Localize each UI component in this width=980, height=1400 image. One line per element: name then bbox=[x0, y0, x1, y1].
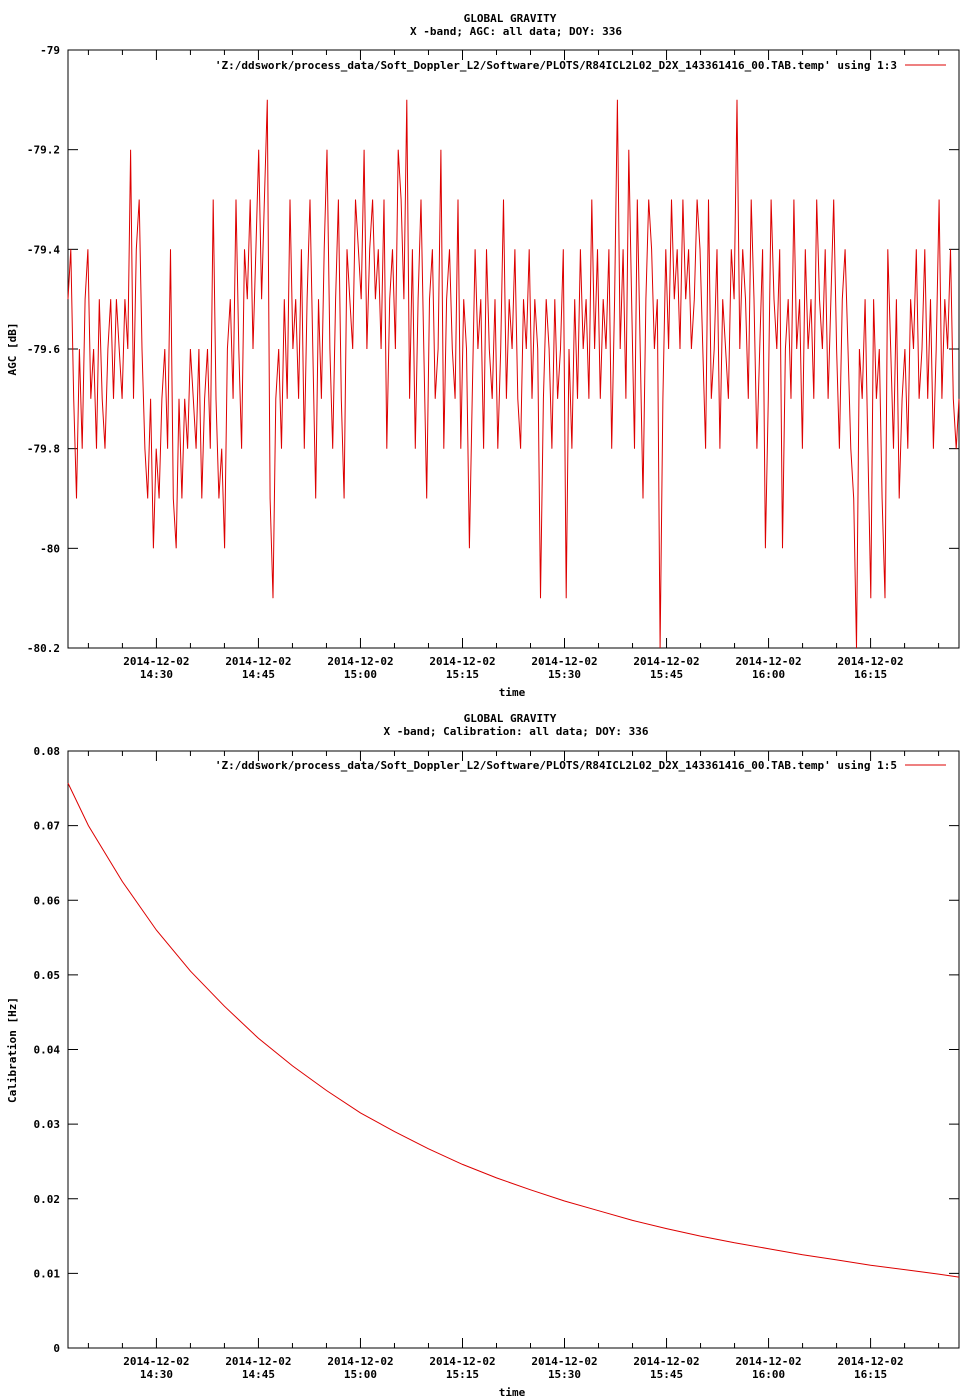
y-tick-label: 0.05 bbox=[34, 969, 61, 982]
x-tick-label-time: 15:15 bbox=[446, 668, 479, 681]
chart-subtitle: X -band; AGC: all data; DOY: 336 bbox=[410, 25, 622, 38]
y-tick-label: -79.8 bbox=[27, 443, 60, 456]
series-line bbox=[67, 99, 960, 649]
x-tick-label-time: 15:00 bbox=[344, 668, 377, 681]
x-tick-label-time: 14:30 bbox=[140, 1368, 173, 1381]
x-tick-label-time: 15:00 bbox=[344, 1368, 377, 1381]
x-tick-label-date: 2014-12-02 bbox=[531, 655, 597, 668]
y-axis: 0.08 0.07 0.06 0.05 0.04 0.03 0.02 0.01 0 bbox=[34, 745, 959, 1355]
y-tick-label: -80.2 bbox=[27, 642, 60, 655]
y-tick-label: -79.4 bbox=[27, 243, 60, 256]
x-tick-label-date: 2014-12-02 bbox=[327, 655, 393, 668]
x-tick-label-date: 2014-12-02 bbox=[837, 1355, 903, 1368]
y-axis: -79 -79.2 -79.4 -79.6 -79.8 -80 -80.2 bbox=[27, 44, 959, 655]
x-tick-label-time: 15:30 bbox=[548, 1368, 581, 1381]
x-tick-label-time: 16:15 bbox=[854, 1368, 887, 1381]
x-tick-label-date: 2014-12-02 bbox=[225, 1355, 291, 1368]
series-group bbox=[67, 99, 960, 649]
x-tick-label-date: 2014-12-02 bbox=[123, 1355, 189, 1368]
x-axis-label: time bbox=[499, 686, 526, 699]
legend-label: 'Z:/ddswork/process_data/Soft_Doppler_L2… bbox=[215, 59, 897, 72]
legend: 'Z:/ddswork/process_data/Soft_Doppler_L2… bbox=[215, 759, 946, 772]
y-tick-label: -80 bbox=[40, 542, 60, 555]
y-tick-label: 0.08 bbox=[34, 745, 61, 758]
calibration-chart: GLOBAL GRAVITY X -band; Calibration: all… bbox=[6, 712, 960, 1399]
x-tick-label-date: 2014-12-02 bbox=[225, 655, 291, 668]
x-tick-label-date: 2014-12-02 bbox=[429, 1355, 495, 1368]
x-axis: 2014-12-0214:302014-12-0214:452014-12-02… bbox=[87, 50, 940, 681]
y-tick-label: -79.2 bbox=[27, 144, 60, 157]
y-tick-label: -79 bbox=[40, 44, 60, 57]
x-tick-label-time: 15:45 bbox=[650, 668, 683, 681]
x-axis-label: time bbox=[499, 1386, 526, 1399]
x-tick-label-date: 2014-12-02 bbox=[531, 1355, 597, 1368]
x-axis: 2014-12-0214:302014-12-0214:452014-12-02… bbox=[87, 751, 940, 1381]
x-tick-label-date: 2014-12-02 bbox=[123, 655, 189, 668]
x-tick-label-time: 14:45 bbox=[242, 1368, 275, 1381]
x-tick-label-time: 15:15 bbox=[446, 1368, 479, 1381]
agc-chart: GLOBAL GRAVITY X -band; AGC: all data; D… bbox=[6, 12, 960, 699]
x-tick-label-date: 2014-12-02 bbox=[735, 1355, 801, 1368]
plot-frame bbox=[67, 49, 960, 649]
x-tick-label-date: 2014-12-02 bbox=[327, 1355, 393, 1368]
y-axis-label: Calibration [Hz] bbox=[6, 997, 19, 1103]
y-axis-label: AGC [dB] bbox=[6, 323, 19, 376]
series-line bbox=[67, 782, 960, 1278]
chart-subtitle: X -band; Calibration: all data; DOY: 336 bbox=[384, 725, 649, 738]
x-tick-label-time: 14:45 bbox=[242, 668, 275, 681]
chart-title: GLOBAL GRAVITY bbox=[464, 712, 557, 725]
y-tick-label: 0.04 bbox=[34, 1044, 61, 1057]
legend-label: 'Z:/ddswork/process_data/Soft_Doppler_L2… bbox=[215, 759, 897, 772]
x-tick-label-date: 2014-12-02 bbox=[837, 655, 903, 668]
y-tick-label: 0 bbox=[53, 1342, 60, 1355]
legend: 'Z:/ddswork/process_data/Soft_Doppler_L2… bbox=[215, 59, 946, 72]
x-tick-label-date: 2014-12-02 bbox=[633, 655, 699, 668]
x-tick-label-date: 2014-12-02 bbox=[429, 655, 495, 668]
x-tick-label-time: 15:30 bbox=[548, 668, 581, 681]
y-tick-label: 0.02 bbox=[34, 1193, 61, 1206]
series-group bbox=[67, 782, 960, 1278]
y-tick-label: 0.06 bbox=[34, 894, 61, 907]
y-tick-label: 0.07 bbox=[34, 820, 61, 833]
x-tick-label-date: 2014-12-02 bbox=[633, 1355, 699, 1368]
chart-title: GLOBAL GRAVITY bbox=[464, 12, 557, 25]
x-tick-label-time: 15:45 bbox=[650, 1368, 683, 1381]
x-tick-label-time: 14:30 bbox=[140, 668, 173, 681]
x-tick-label-time: 16:15 bbox=[854, 668, 887, 681]
x-tick-label-date: 2014-12-02 bbox=[735, 655, 801, 668]
y-tick-label: 0.01 bbox=[34, 1267, 61, 1280]
x-tick-label-time: 16:00 bbox=[752, 668, 785, 681]
y-tick-label: -79.6 bbox=[27, 343, 60, 356]
y-tick-label: 0.03 bbox=[34, 1118, 61, 1131]
x-tick-label-time: 16:00 bbox=[752, 1368, 785, 1381]
